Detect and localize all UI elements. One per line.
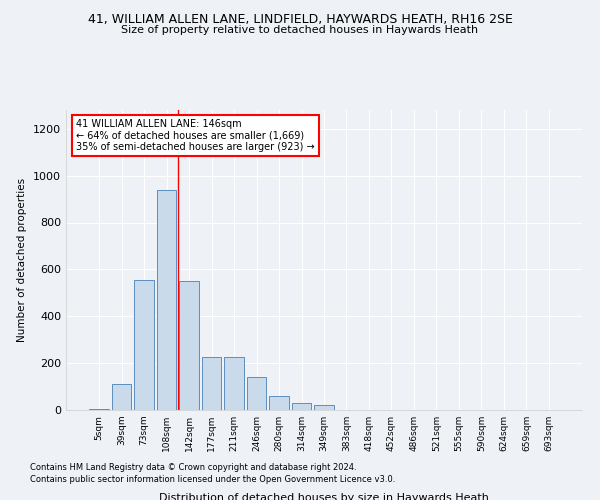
- Bar: [179, 281, 199, 410]
- Bar: [269, 396, 289, 410]
- Bar: [157, 190, 176, 410]
- Y-axis label: Number of detached properties: Number of detached properties: [17, 178, 28, 342]
- Text: 41, WILLIAM ALLEN LANE, LINDFIELD, HAYWARDS HEATH, RH16 2SE: 41, WILLIAM ALLEN LANE, LINDFIELD, HAYWA…: [88, 12, 512, 26]
- Text: Size of property relative to detached houses in Haywards Heath: Size of property relative to detached ho…: [121, 25, 479, 35]
- X-axis label: Distribution of detached houses by size in Haywards Heath: Distribution of detached houses by size …: [159, 493, 489, 500]
- Text: 41 WILLIAM ALLEN LANE: 146sqm
← 64% of detached houses are smaller (1,669)
35% o: 41 WILLIAM ALLEN LANE: 146sqm ← 64% of d…: [76, 119, 315, 152]
- Bar: [112, 384, 131, 410]
- Bar: [202, 358, 221, 410]
- Bar: [134, 280, 154, 410]
- Bar: [224, 358, 244, 410]
- Bar: [292, 403, 311, 410]
- Bar: [314, 406, 334, 410]
- Text: Contains HM Land Registry data © Crown copyright and database right 2024.: Contains HM Land Registry data © Crown c…: [30, 464, 356, 472]
- Bar: [247, 377, 266, 410]
- Bar: [89, 409, 109, 410]
- Text: Contains public sector information licensed under the Open Government Licence v3: Contains public sector information licen…: [30, 475, 395, 484]
